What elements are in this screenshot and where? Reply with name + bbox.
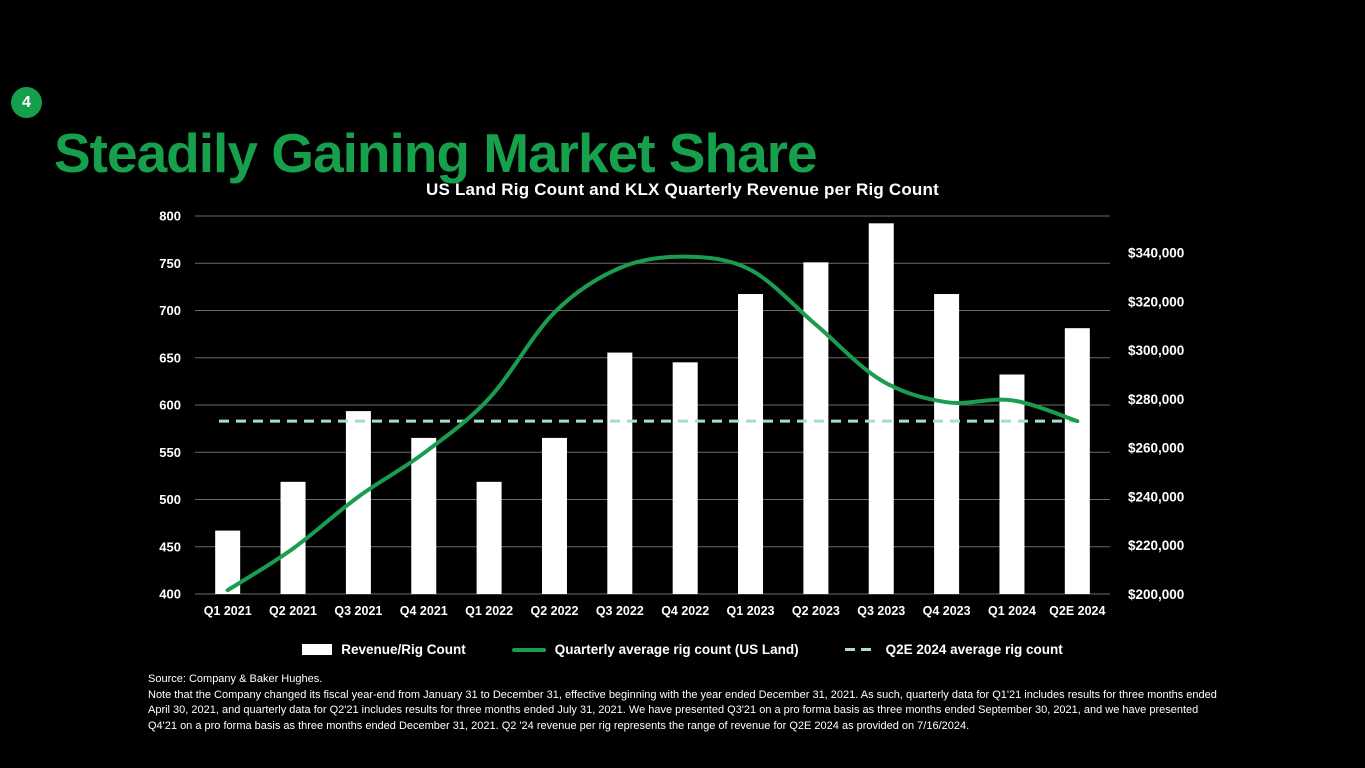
right-axis-tick-label: $340,000 (1128, 246, 1184, 261)
revenue-bar (999, 374, 1025, 594)
right-axis-tick-label: $220,000 (1128, 538, 1184, 553)
x-axis-tick-label: Q4 2021 (400, 604, 448, 618)
x-axis-tick-label: Q3 2023 (857, 604, 905, 618)
revenue-bar (672, 362, 698, 594)
footnotes: Source: Company & Baker Hughes. Note tha… (148, 672, 1223, 734)
legend-label-revenue: Revenue/Rig Count (341, 642, 466, 657)
revenue-rig-chart: 800 750 700 650 600 550 500 450 400 $340,000 $320,… (159, 209, 1184, 619)
left-axis-tick-label: 450 (159, 539, 181, 554)
chart-legend: Revenue/Rig Count Quarterly average rig … (145, 642, 1220, 657)
left-axis-tick-label: 750 (159, 256, 181, 271)
bar-swatch-icon (302, 644, 333, 655)
left-axis-tick-label: 400 (159, 587, 181, 602)
x-axis-tick-label: Q1 2023 (727, 604, 775, 618)
note-text: Note that the Company changed its fiscal… (148, 688, 1217, 732)
x-axis-tick-label: Q1 2022 (465, 604, 513, 618)
left-axis-tick-label: 500 (159, 492, 181, 507)
slide-number: 4 (22, 93, 31, 111)
revenue-bar (868, 223, 894, 594)
left-axis-tick-label: 550 (159, 445, 181, 460)
right-axis-tick-label: $240,000 (1128, 489, 1184, 504)
x-axis-tick-label: Q1 2024 (988, 604, 1036, 618)
dashed-line-swatch-icon (844, 648, 877, 651)
left-axis-tick-label: 650 (159, 350, 181, 365)
revenue-bar (738, 294, 764, 594)
x-axis-tick-label: Q3 2021 (334, 604, 382, 618)
x-axis-tick-label: Q4 2023 (923, 604, 971, 618)
left-axis-tick-label: 800 (159, 209, 181, 224)
revenue-bar (803, 262, 829, 594)
x-axis-tick-label: Q2 2023 (792, 604, 840, 618)
x-axis-tick-label: Q2E 2024 (1049, 604, 1105, 618)
x-axis-tick-label: Q2 2022 (530, 604, 578, 618)
legend-item-revenue: Revenue/Rig Count (302, 642, 466, 657)
line-swatch-icon (511, 647, 546, 652)
right-axis-tick-label: $260,000 (1128, 441, 1184, 456)
chart-title: US Land Rig Count and KLX Quarterly Reve… (426, 180, 939, 199)
right-axis-tick-label: $200,000 (1128, 587, 1184, 602)
rig-count-line (225, 254, 1080, 593)
legend-item-q2e-average: Q2E 2024 average rig count (844, 642, 1063, 657)
left-axis-tick-label: 600 (159, 398, 181, 413)
right-axis-tick-label: $280,000 (1128, 392, 1184, 407)
x-axis-tick-label: Q4 2022 (661, 604, 709, 618)
right-axis-tick-label: $300,000 (1128, 343, 1184, 358)
source-text: Source: Company & Baker Hughes. (148, 673, 323, 685)
revenue-bar (280, 481, 306, 594)
x-axis-tick-label: Q2 2021 (269, 604, 317, 618)
slide-title: Steadily Gaining Market Share (54, 121, 818, 184)
revenue-bar (607, 352, 633, 594)
right-axis-tick-label: $320,000 (1128, 294, 1184, 309)
legend-label-q2e-average: Q2E 2024 average rig count (885, 642, 1063, 657)
revenue-bar (541, 437, 567, 594)
x-axis-tick-label: Q3 2022 (596, 604, 644, 618)
revenue-bar (476, 481, 502, 594)
revenue-bar (1064, 328, 1090, 594)
revenue-bar (934, 294, 960, 594)
x-axis-tick-label: Q1 2021 (204, 604, 252, 618)
left-axis-tick-label: 700 (159, 303, 181, 318)
revenue-bar (411, 437, 437, 594)
legend-label-rig-count: Quarterly average rig count (US Land) (554, 642, 799, 657)
legend-item-rig-count: Quarterly average rig count (US Land) (511, 642, 799, 657)
slide-number-badge: 4 (11, 87, 42, 118)
